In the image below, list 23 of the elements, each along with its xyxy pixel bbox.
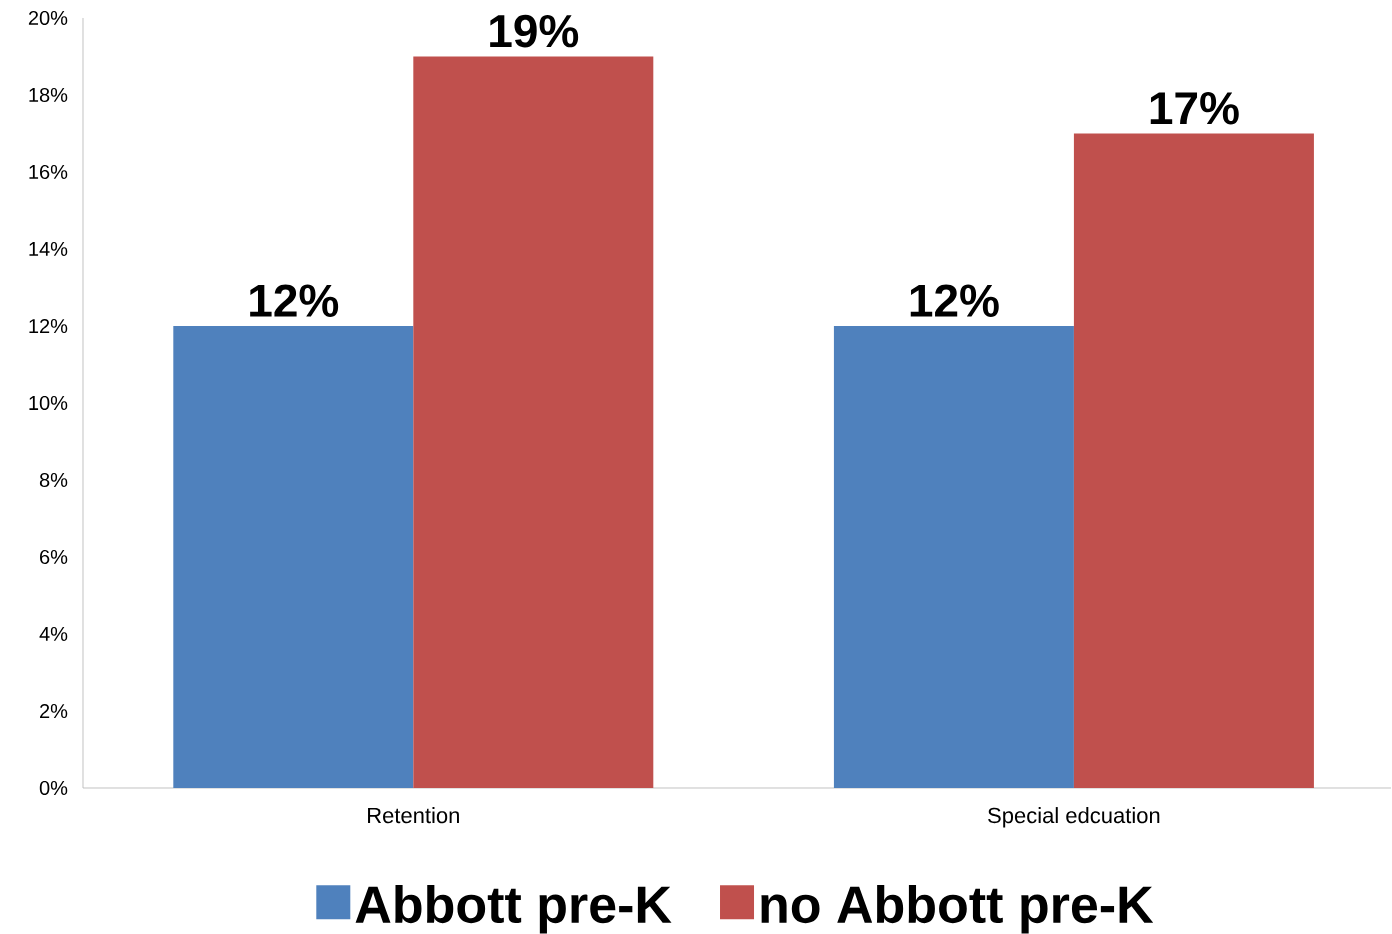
y-tick-label: 4% — [39, 627, 68, 642]
y-tick-label: 8% — [39, 473, 68, 488]
x-tick-label: Special edcuation — [988, 807, 1160, 828]
bar — [1073, 133, 1314, 789]
data-label: 12% — [910, 284, 999, 318]
y-tick-label: 6% — [40, 550, 68, 565]
bar — [413, 56, 654, 789]
legend-label: no Abbott pre-K — [761, 885, 1154, 934]
data-label: 12% — [250, 284, 339, 318]
y-tick-label: 20% — [28, 11, 68, 26]
y-tick-label: 16% — [29, 165, 68, 180]
data-label: 17% — [1150, 92, 1239, 125]
y-tick-label: 10% — [29, 396, 68, 411]
legend-label: Abbott pre-K — [355, 885, 672, 934]
bar — [173, 326, 414, 789]
y-tick-label: 2% — [40, 704, 68, 719]
x-tick-label: Retention — [368, 807, 459, 824]
y-tick-label: 0% — [39, 781, 68, 796]
y-tick-label: 18% — [29, 88, 68, 103]
y-tick-label: 12% — [29, 319, 68, 334]
data-label: 19% — [490, 15, 579, 48]
y-tick-label: 14% — [29, 242, 68, 257]
bar — [833, 326, 1074, 789]
